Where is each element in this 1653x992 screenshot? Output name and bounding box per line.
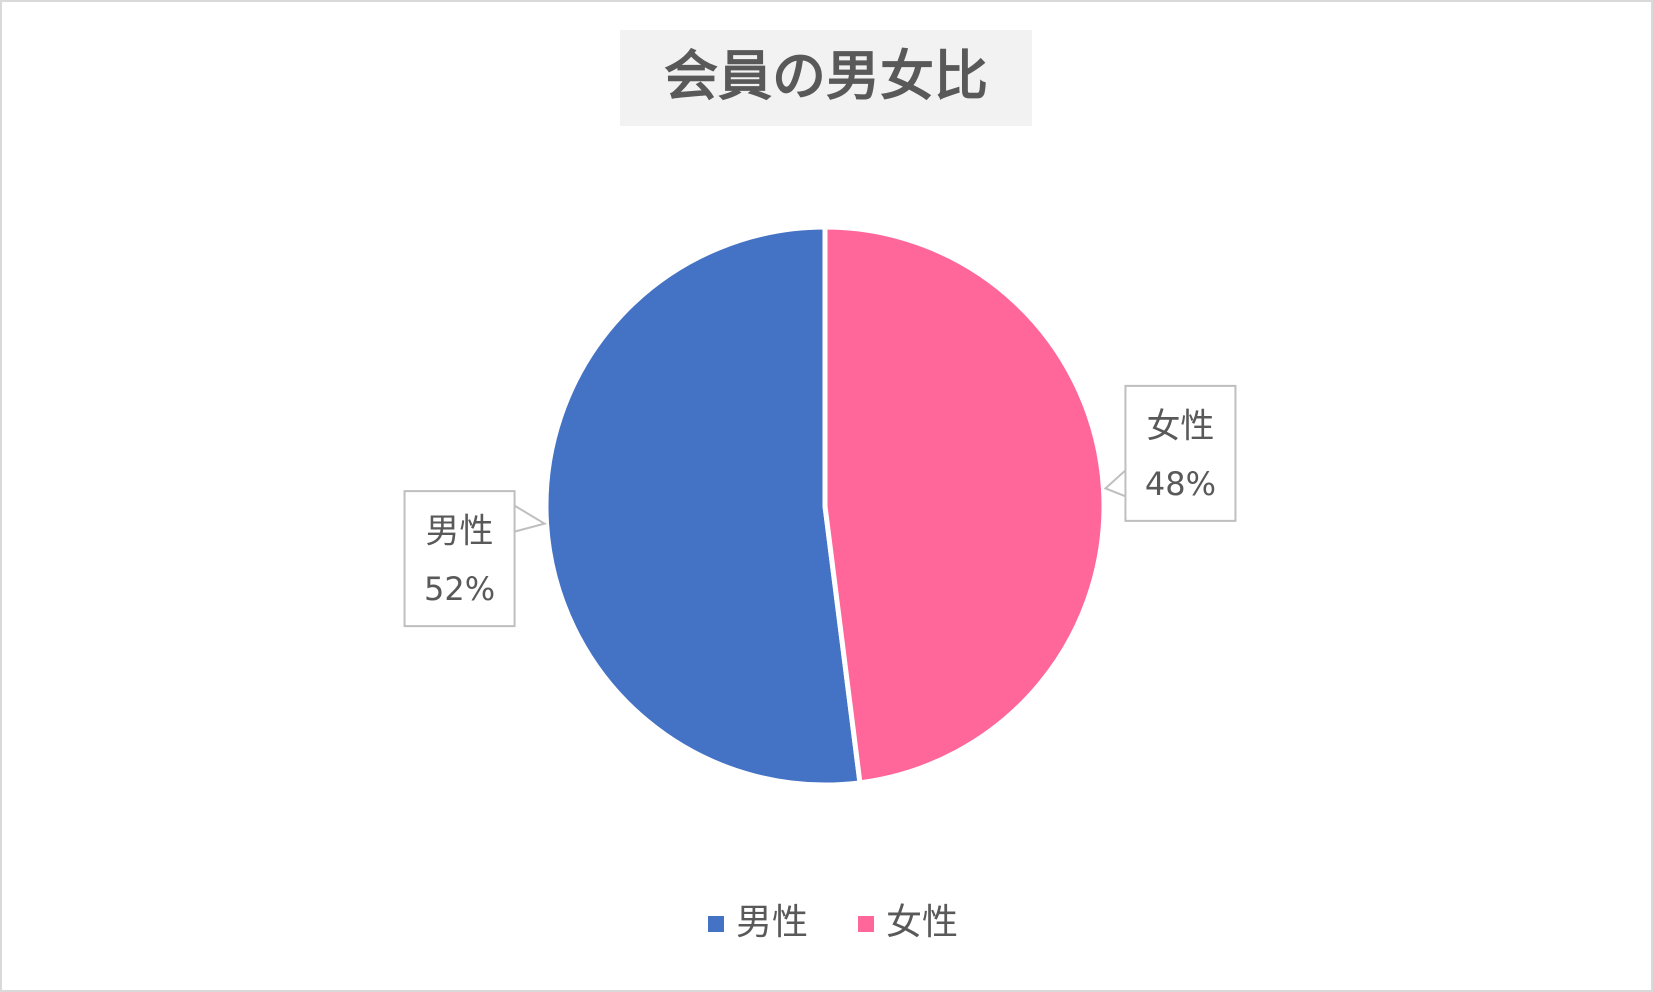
- data-label-value: 48%: [1145, 465, 1216, 503]
- legend-swatch: [708, 916, 724, 932]
- data-label-category: 男性: [426, 512, 494, 552]
- pie-slice: [543, 224, 863, 788]
- legend-swatch: [858, 916, 875, 932]
- title-box: [620, 30, 1032, 126]
- legend-label: 女性: [886, 902, 958, 943]
- chart-title: 会員の男女比: [664, 45, 988, 108]
- data-label-category: 女性: [1146, 406, 1214, 446]
- pie-slice: [822, 224, 1107, 786]
- data-label-value: 52%: [424, 570, 495, 608]
- callout-box: [403, 490, 548, 628]
- callout-box: [1103, 384, 1237, 522]
- legend-label: 男性: [736, 902, 808, 943]
